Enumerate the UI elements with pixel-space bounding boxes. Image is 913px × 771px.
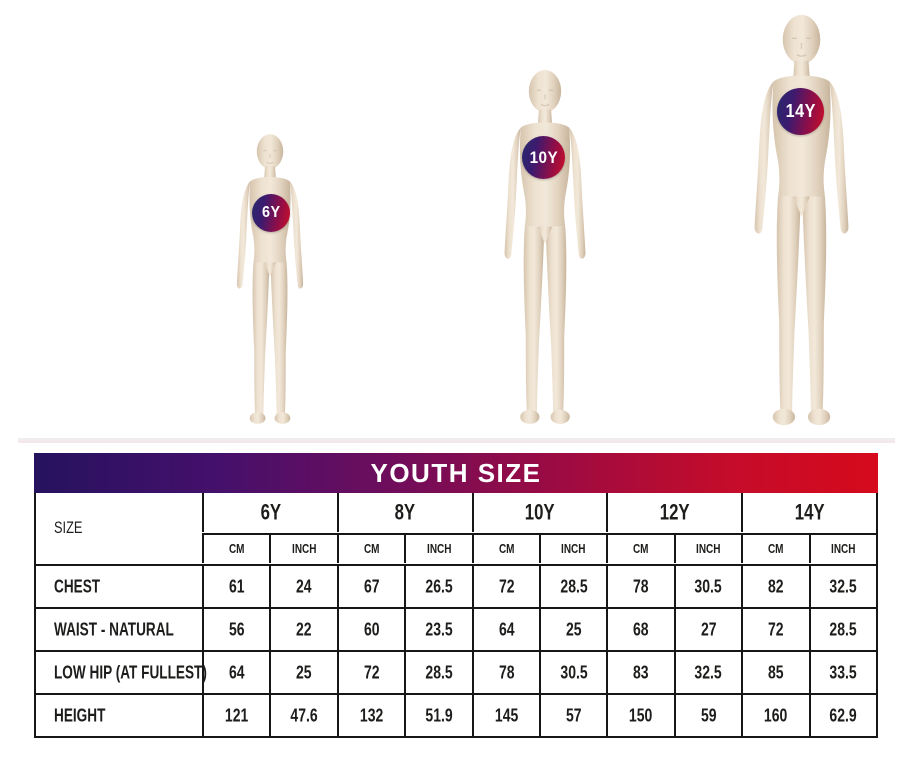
table-cell: 68 (606, 607, 674, 650)
mannequin-6y (236, 133, 304, 425)
unit-header-cm: CM (471, 533, 539, 563)
unit-header-cm: CM (606, 533, 674, 563)
table-cell: 59 (673, 693, 742, 736)
unit-label: INCH (831, 541, 856, 557)
unit-header-cm: CM (202, 533, 270, 563)
table-cell: 28.5 (808, 607, 876, 650)
col-header-label: 6Y (260, 499, 281, 525)
row-label-text: LOW HIP (AT FULLEST) (54, 661, 207, 683)
unit-label: INCH (561, 541, 586, 557)
col-header-label: 10Y (525, 499, 555, 525)
table-cell: 25 (269, 650, 337, 693)
table-cell: 28.5 (404, 650, 472, 693)
table-cell: 121 (202, 693, 270, 736)
table-cell: 72 (336, 650, 405, 693)
table-cell: 132 (336, 693, 405, 736)
table-cell: 67 (336, 564, 405, 607)
table-cell: 85 (741, 650, 809, 693)
col-header-8y: 8Y (336, 493, 472, 532)
table-cell: 62.9 (808, 693, 876, 736)
table-cell: 78 (606, 564, 674, 607)
unit-header-inch: INCH (269, 533, 337, 563)
table-cell: 25 (539, 607, 607, 650)
col-header-14y: 14Y (741, 493, 876, 532)
unit-label: CM (228, 541, 245, 557)
table-cell: 78 (471, 650, 539, 693)
col-header-label: 8Y (394, 499, 416, 525)
table-cell: 30.5 (673, 564, 742, 607)
unit-header-cm: CM (741, 533, 809, 563)
size-badge-label: 14Y (785, 101, 816, 121)
col-header-label: 14Y (794, 499, 825, 525)
table-title-banner: YOUTH SIZE (34, 453, 878, 493)
table-cell: 30.5 (539, 650, 607, 693)
table-cell: 83 (606, 650, 674, 693)
row-label-chest: CHEST (36, 564, 202, 607)
table-cell: 27 (673, 607, 742, 650)
unit-header-inch: INCH (673, 533, 742, 563)
table-cell: 32.5 (808, 564, 876, 607)
col-header-6y: 6Y (202, 493, 337, 532)
floor-line (18, 438, 895, 443)
size-badge-label: 6Y (261, 204, 281, 221)
row-label-text: WAIST - NATURAL (54, 618, 174, 640)
mannequin-14y (753, 14, 850, 426)
table-cell: 24 (269, 564, 337, 607)
unit-header-cm: CM (336, 533, 405, 563)
table-cell: 57 (539, 693, 607, 736)
table-cell: 145 (471, 693, 539, 736)
table-cell: 56 (202, 607, 270, 650)
row-label-text: CHEST (54, 575, 101, 597)
size-badge-10y: 10Y (522, 136, 565, 179)
size-header-label: SIZE (54, 518, 83, 537)
row-label-low-hip: LOW HIP (AT FULLEST) (36, 650, 207, 693)
table-cell: 61 (202, 564, 270, 607)
unit-header-inch: INCH (539, 533, 607, 563)
table-cell: 82 (741, 564, 809, 607)
unit-label: INCH (291, 541, 317, 557)
table-cell: 23.5 (404, 607, 472, 650)
unit-label: CM (498, 541, 515, 557)
col-header-10y: 10Y (471, 493, 607, 532)
size-badge-label: 10Y (529, 147, 558, 167)
row-label-waist: WAIST - NATURAL (36, 607, 202, 650)
table-cell: 150 (606, 693, 674, 736)
unit-label: CM (768, 541, 784, 557)
table-cell: 28.5 (539, 564, 607, 607)
table-cell: 72 (741, 607, 809, 650)
table-cell: 51.9 (404, 693, 472, 736)
size-header-cell: SIZE (36, 493, 202, 564)
size-badge-14y: 14Y (777, 88, 824, 135)
row-label-height: HEIGHT (36, 693, 202, 736)
table-cell: 64 (471, 607, 539, 650)
table-cell: 32.5 (673, 650, 742, 693)
table-cell: 47.6 (269, 693, 337, 736)
unit-header-inch: INCH (808, 533, 876, 563)
table-cell: 22 (269, 607, 337, 650)
size-table-grid: SIZE 6Y 8Y 10Y 12Y 14Y CM INCH CM INCH (34, 493, 878, 738)
row-label-text: HEIGHT (54, 704, 106, 726)
col-header-label: 12Y (659, 499, 690, 525)
unit-label: CM (363, 541, 380, 557)
size-badge-6y: 6Y (252, 194, 290, 232)
table-cell: 72 (471, 564, 539, 607)
unit-label: CM (633, 541, 649, 557)
unit-label: INCH (426, 541, 452, 557)
table-cell: 160 (741, 693, 809, 736)
table-cell: 60 (336, 607, 405, 650)
table-cell: 33.5 (808, 650, 876, 693)
unit-label: INCH (696, 541, 721, 557)
unit-header-inch: INCH (404, 533, 472, 563)
size-chart-table: YOUTH SIZE SIZE 6Y 8Y 10Y 12Y 14Y (34, 453, 878, 738)
col-header-12y: 12Y (606, 493, 742, 532)
table-cell: 64 (202, 650, 270, 693)
table-cell: 26.5 (404, 564, 472, 607)
mannequin-10y (503, 69, 587, 425)
table-title: YOUTH SIZE (370, 457, 542, 488)
